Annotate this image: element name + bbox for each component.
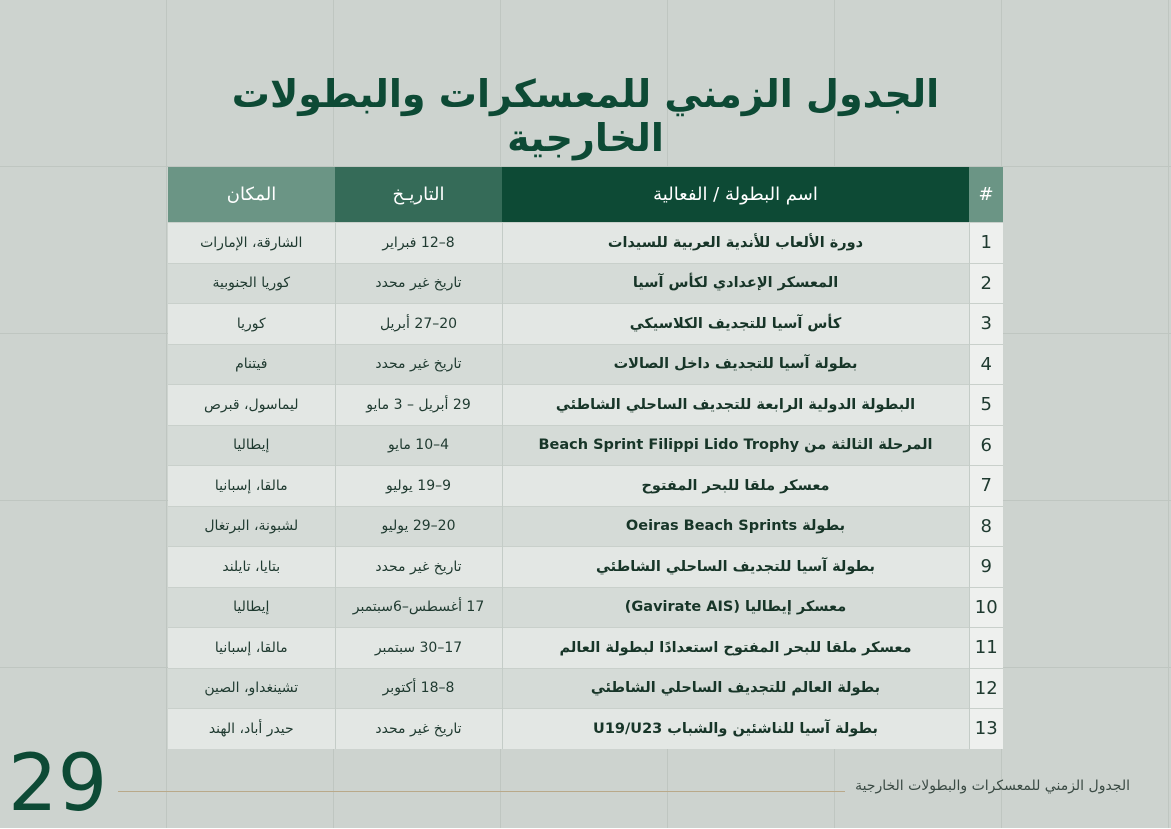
table-cell: 7 [969, 465, 1003, 506]
table-row: 13 بطولة آسيا للناشئين والشباب U19/U23 تار… [168, 708, 1003, 749]
table-cell: مالقا، إسبانيا [168, 465, 336, 506]
table-row: 1 دورة الألعاب للأندية العربية للسيدات 8–1… [168, 222, 1003, 263]
table-cell: 1 [969, 222, 1003, 263]
table-cell: ليماسول، قبرص [168, 384, 336, 425]
table-cell: تشينغداو، الصين [168, 667, 336, 709]
table-cell: 4–10 مايو [335, 424, 503, 466]
table-cell: 6 [969, 424, 1003, 466]
table-cell: معسكر ملقا للبحر المفتوح استعدادًا لبطول… [502, 627, 970, 668]
table-cell: 10 [969, 586, 1003, 628]
column-header: التاريـخ [335, 167, 502, 223]
table-cell: معسكر ملقا للبحر المفتوح [502, 465, 970, 506]
table-cell: 12 [969, 667, 1003, 709]
table-body: 1 دورة الألعاب للأندية العربية للسيدات 8–1… [168, 222, 1003, 749]
page-title: الجدول الزمني للمعسكرات والبطولات الخارج… [231, 72, 940, 160]
table-cell: بطولة Oeiras Beach Sprints [502, 505, 970, 547]
table-cell: 8–12 فبراير [335, 222, 503, 263]
table-cell: تاريخ غير محدد [335, 546, 503, 587]
table-cell: معسكر إيطاليا (Gavirate AIS) [502, 586, 970, 628]
table-cell: المرحلة الثالثة من Beach Sprint Filippi … [502, 424, 970, 466]
table-cell: 9 [969, 546, 1003, 587]
table-cell: مالقا، إسبانيا [168, 627, 336, 668]
table-cell: لشبونة، البرتغال [168, 505, 336, 547]
table-cell: إيطاليا [168, 424, 336, 466]
table-cell: بتايا، تايلند [168, 546, 336, 587]
table-cell: بطولة العالم للتجديف الساحلي الشاطئي [502, 667, 970, 709]
table-row: 10 معسكر إيطاليا (Gavirate AIS) 17 أغسطس–6… [168, 586, 1003, 628]
table-cell: الشارقة، الإمارات [168, 222, 336, 263]
table-row: 5 البطولة الدولية الرابعة للتجديف الساحلي… [168, 384, 1003, 425]
footer-text: الجدول الزمني للمعسكرات والبطولات الخارج… [855, 778, 1130, 794]
table-cell: تاريخ غير محدد [335, 343, 503, 385]
table-cell: 8 [969, 505, 1003, 547]
table-cell: كوريا الجنوبية [168, 262, 336, 304]
table-cell: 9–19 يوليو [335, 465, 503, 506]
table-cell: 5 [969, 384, 1003, 425]
table-cell: بطولة آسيا للناشئين والشباب U19/U23 [502, 708, 970, 749]
table-cell: دورة الألعاب للأندية العربية للسيدات [502, 222, 970, 263]
table-cell: تاريخ غير محدد [335, 708, 503, 749]
table-cell: 3 [969, 303, 1003, 344]
footer-rule [118, 791, 845, 792]
table-row: 8 بطولة Oeiras Beach Sprints 20–29 يوليو لش… [168, 505, 1003, 547]
table-cell: إيطاليا [168, 586, 336, 628]
table-cell: 13 [969, 708, 1003, 749]
table-cell: 17 أغسطس–6سبتمبر [335, 586, 503, 628]
table-cell: 17–30 سبتمبر [335, 627, 503, 668]
table-cell: 20–29 يوليو [335, 505, 503, 547]
table-row: 11 معسكر ملقا للبحر المفتوح استعدادًا لبط… [168, 627, 1003, 668]
table-cell: تاريخ غير محدد [335, 262, 503, 304]
table-cell: فيتنام [168, 343, 336, 385]
table-row: 9 بطولة آسيا للتجديف الساحلي الشاطئي تاريخ… [168, 546, 1003, 587]
table-row: 3 كأس آسيا للتجديف الكلاسيكي 20–27 أبريل كو… [168, 303, 1003, 344]
table-row: 2 المعسكر الإعدادي لكأس آسيا تاريخ غير محد… [168, 262, 1003, 304]
table-cell: 11 [969, 627, 1003, 668]
table-cell: كوريا [168, 303, 336, 344]
table-cell: بطولة آسيا للتجديف الساحلي الشاطئي [502, 546, 970, 587]
table-row: 4 بطولة آسيا للتجديف داخل الصالات تاريخ غي… [168, 343, 1003, 385]
header-row: # اسم البطولة / الفعالية التاريـخ المكان [168, 167, 1003, 223]
table-cell: 29 أبريل – 3 مايو [335, 384, 503, 425]
table-row: 7 معسكر ملقا للبحر المفتوح 9–19 يوليو مالقا… [168, 465, 1003, 506]
table-cell: المعسكر الإعدادي لكأس آسيا [502, 262, 970, 304]
table-cell: 2 [969, 262, 1003, 304]
page-number: 29 [8, 739, 108, 829]
table-cell: البطولة الدولية الرابعة للتجديف الساحلي … [502, 384, 970, 425]
table-cell: 4 [969, 343, 1003, 385]
column-header: المكان [168, 167, 335, 223]
table-row: 12 بطولة العالم للتجديف الساحلي الشاطئي 8–… [168, 667, 1003, 709]
table-cell: بطولة آسيا للتجديف داخل الصالات [502, 343, 970, 385]
column-header: # [969, 167, 1003, 223]
table-cell: كأس آسيا للتجديف الكلاسيكي [502, 303, 970, 344]
column-header: اسم البطولة / الفعالية [502, 167, 969, 223]
table-cell: 20–27 أبريل [335, 303, 503, 344]
table-cell: حيدر أباد، الهند [168, 708, 336, 749]
table-row: 6 المرحلة الثالثة من Beach Sprint Filippi… [168, 424, 1003, 466]
table-cell: 8–18 أكتوبر [335, 667, 503, 709]
